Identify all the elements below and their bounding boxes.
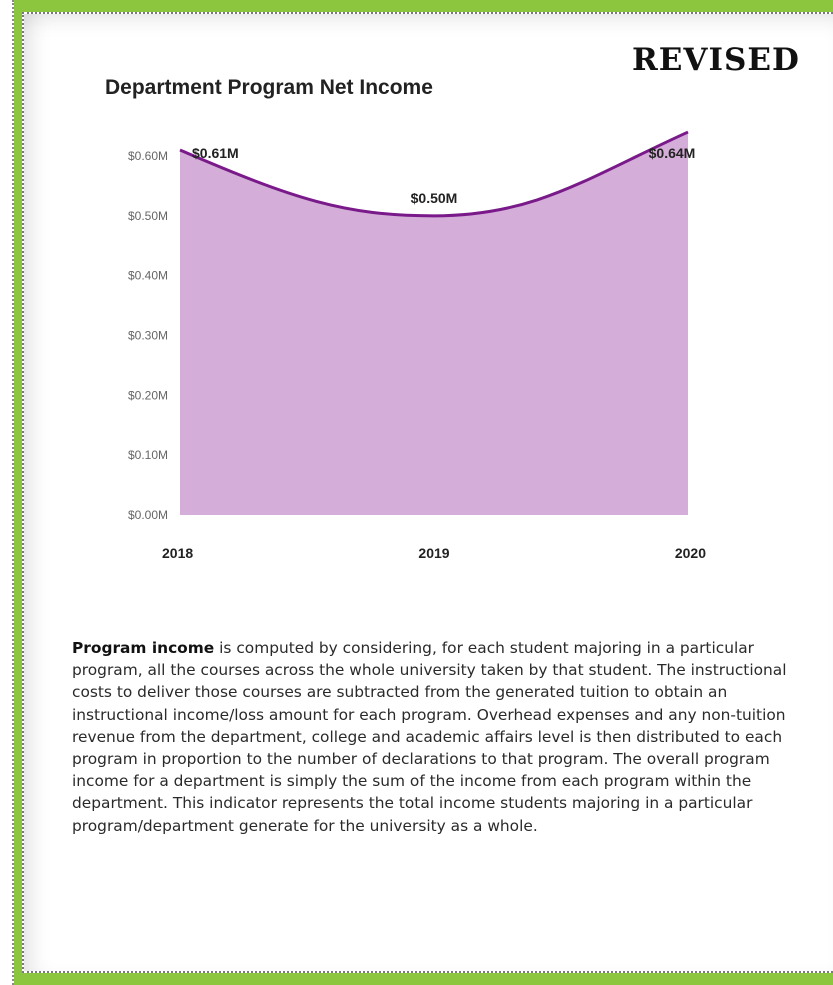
x-tick-label: 2019 [418,545,449,561]
y-tick-label: $0.40M [128,269,168,283]
left-border-strip [0,0,14,985]
area-fill [180,132,688,516]
y-tick-label: $0.20M [128,388,168,402]
data-label: $0.50M [411,190,458,206]
y-tick-label: $0.10M [128,448,168,462]
chart-title: Department Program Net Income [105,76,433,99]
y-tick-label: $0.30M [128,329,168,343]
y-tick-label: $0.50M [128,209,168,223]
program-income-description: Program income is computed by considerin… [72,637,807,837]
data-labels: $0.61M $0.50M $0.64M [192,145,695,206]
x-tick-label: 2020 [675,545,706,561]
x-axis-ticks: 2018 2019 2020 [162,545,706,561]
description-term: Program income [72,639,215,657]
area-layer [179,130,689,516]
y-tick-label: $0.00M [128,508,168,522]
data-label: $0.64M [649,145,696,161]
series-line [179,130,689,218]
x-tick-label: 2018 [162,545,193,561]
data-label: $0.61M [192,145,239,161]
description-body: is computed by considering, for each stu… [72,639,787,835]
y-tick-label: $0.60M [128,149,168,163]
revised-badge: REVISED [632,42,800,78]
y-axis-ticks: $0.00M $0.10M $0.20M $0.30M $0.40M $0.50M $0.6… [128,149,168,522]
